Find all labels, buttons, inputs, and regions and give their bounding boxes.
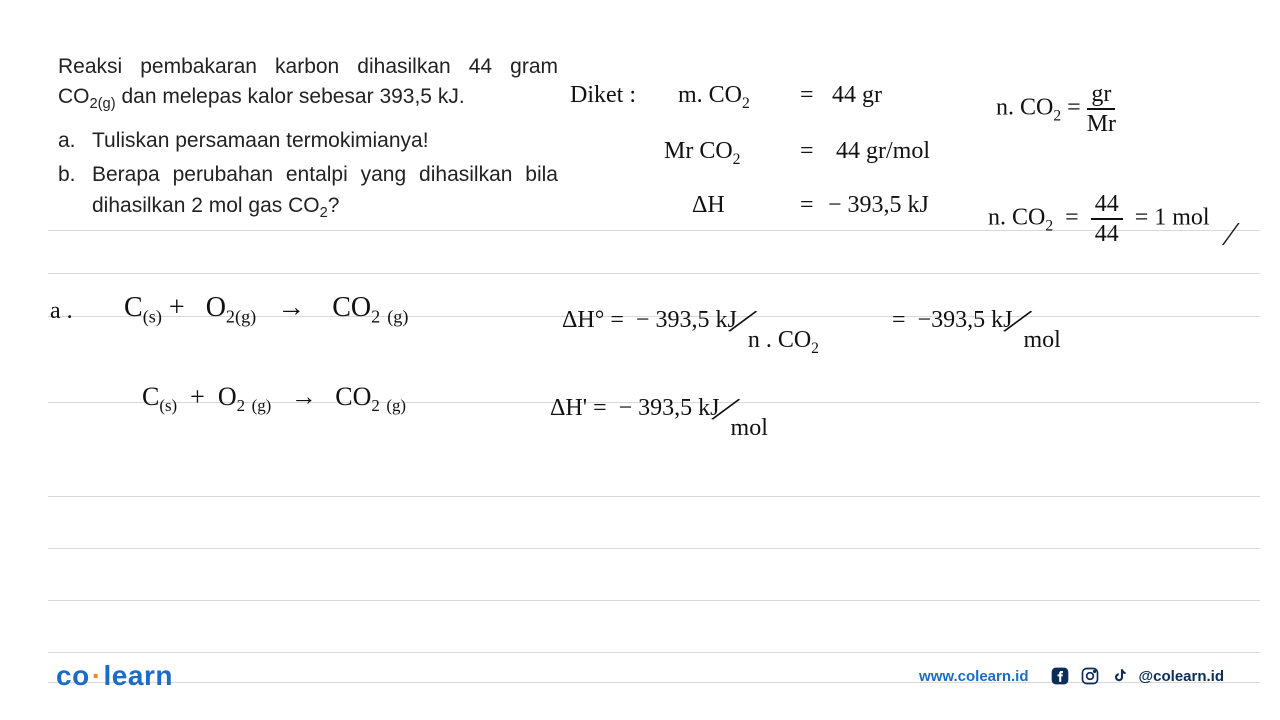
social-handle: @colearn.id	[1139, 668, 1224, 685]
problem-statement: Reaksi pembakaran karbon dihasilkan 44 g…	[58, 52, 558, 224]
problem-stem: Reaksi pembakaran karbon dihasilkan 44 g…	[58, 52, 558, 116]
hw-eq: =	[800, 82, 814, 109]
hw-delta-h-degree: ΔH° = − 393,5 kJ ⁄ n . CO2	[562, 290, 819, 338]
footer: co·learn www.colearn.id @colearn.id	[56, 660, 1224, 692]
hw-n-co2-lhs: n. CO2 = grMr	[996, 82, 1116, 136]
logo: co·learn	[56, 660, 173, 692]
hw-equation-2: C(s) + O2 (g) → CO2 (g)	[142, 382, 406, 416]
problem-subparts: a. Tuliskan persamaan termokimianya! b. …	[58, 126, 558, 224]
tiktok-icon	[1109, 665, 1131, 687]
logo-dot-icon: ·	[92, 660, 102, 691]
hw-part-a-label: a .	[50, 298, 73, 325]
hw-m-co2-value: 44 gr	[832, 82, 882, 109]
hw-eq: =	[800, 138, 814, 165]
hw-eq: =	[800, 192, 814, 219]
social-links: @colearn.id	[1049, 665, 1224, 687]
subpart-b: b. Berapa perubahan entalpi yang di­hasi…	[58, 160, 558, 224]
hw-m-co2: m. CO2	[678, 82, 750, 113]
hw-delta-h-per-mol: = −393,5 kJ ⁄ mol	[892, 290, 1061, 338]
hw-mr-co2-value: 44 gr/mol	[836, 138, 930, 165]
footer-right: www.colearn.id @colearn.id	[919, 665, 1224, 687]
website-url: www.colearn.id	[919, 668, 1028, 685]
logo-co: co	[56, 660, 90, 691]
subpart-text: Tuliskan persamaan termokimianya!	[92, 126, 558, 156]
hw-mr-co2: Mr CO2	[664, 138, 740, 169]
facebook-icon	[1049, 665, 1071, 687]
subpart-label: b.	[58, 160, 92, 224]
hw-delta-h-prime: ΔH' = − 393,5 kJ ⁄ mol	[550, 378, 768, 426]
hw-delta-h: ΔH	[692, 192, 725, 219]
subpart-text: Berapa perubahan entalpi yang di­hasilka…	[92, 160, 558, 224]
page-root: Reaksi pembakaran karbon dihasilkan 44 g…	[0, 0, 1280, 720]
subpart-label: a.	[58, 126, 92, 156]
hw-equation-1: C(s) + O2(g) → CO2 (g)	[124, 292, 408, 328]
hw-diket-label: Diket :	[570, 82, 636, 109]
logo-learn: learn	[104, 660, 173, 691]
instagram-icon	[1079, 665, 1101, 687]
hw-delta-h-value: − 393,5 kJ	[828, 192, 929, 219]
hw-underline-slash: ⁄	[1228, 216, 1234, 254]
hw-n-co2-calc: n. CO2 = 4444 = 1 mol	[988, 192, 1210, 246]
subpart-a: a. Tuliskan persamaan termokimianya!	[58, 126, 558, 156]
